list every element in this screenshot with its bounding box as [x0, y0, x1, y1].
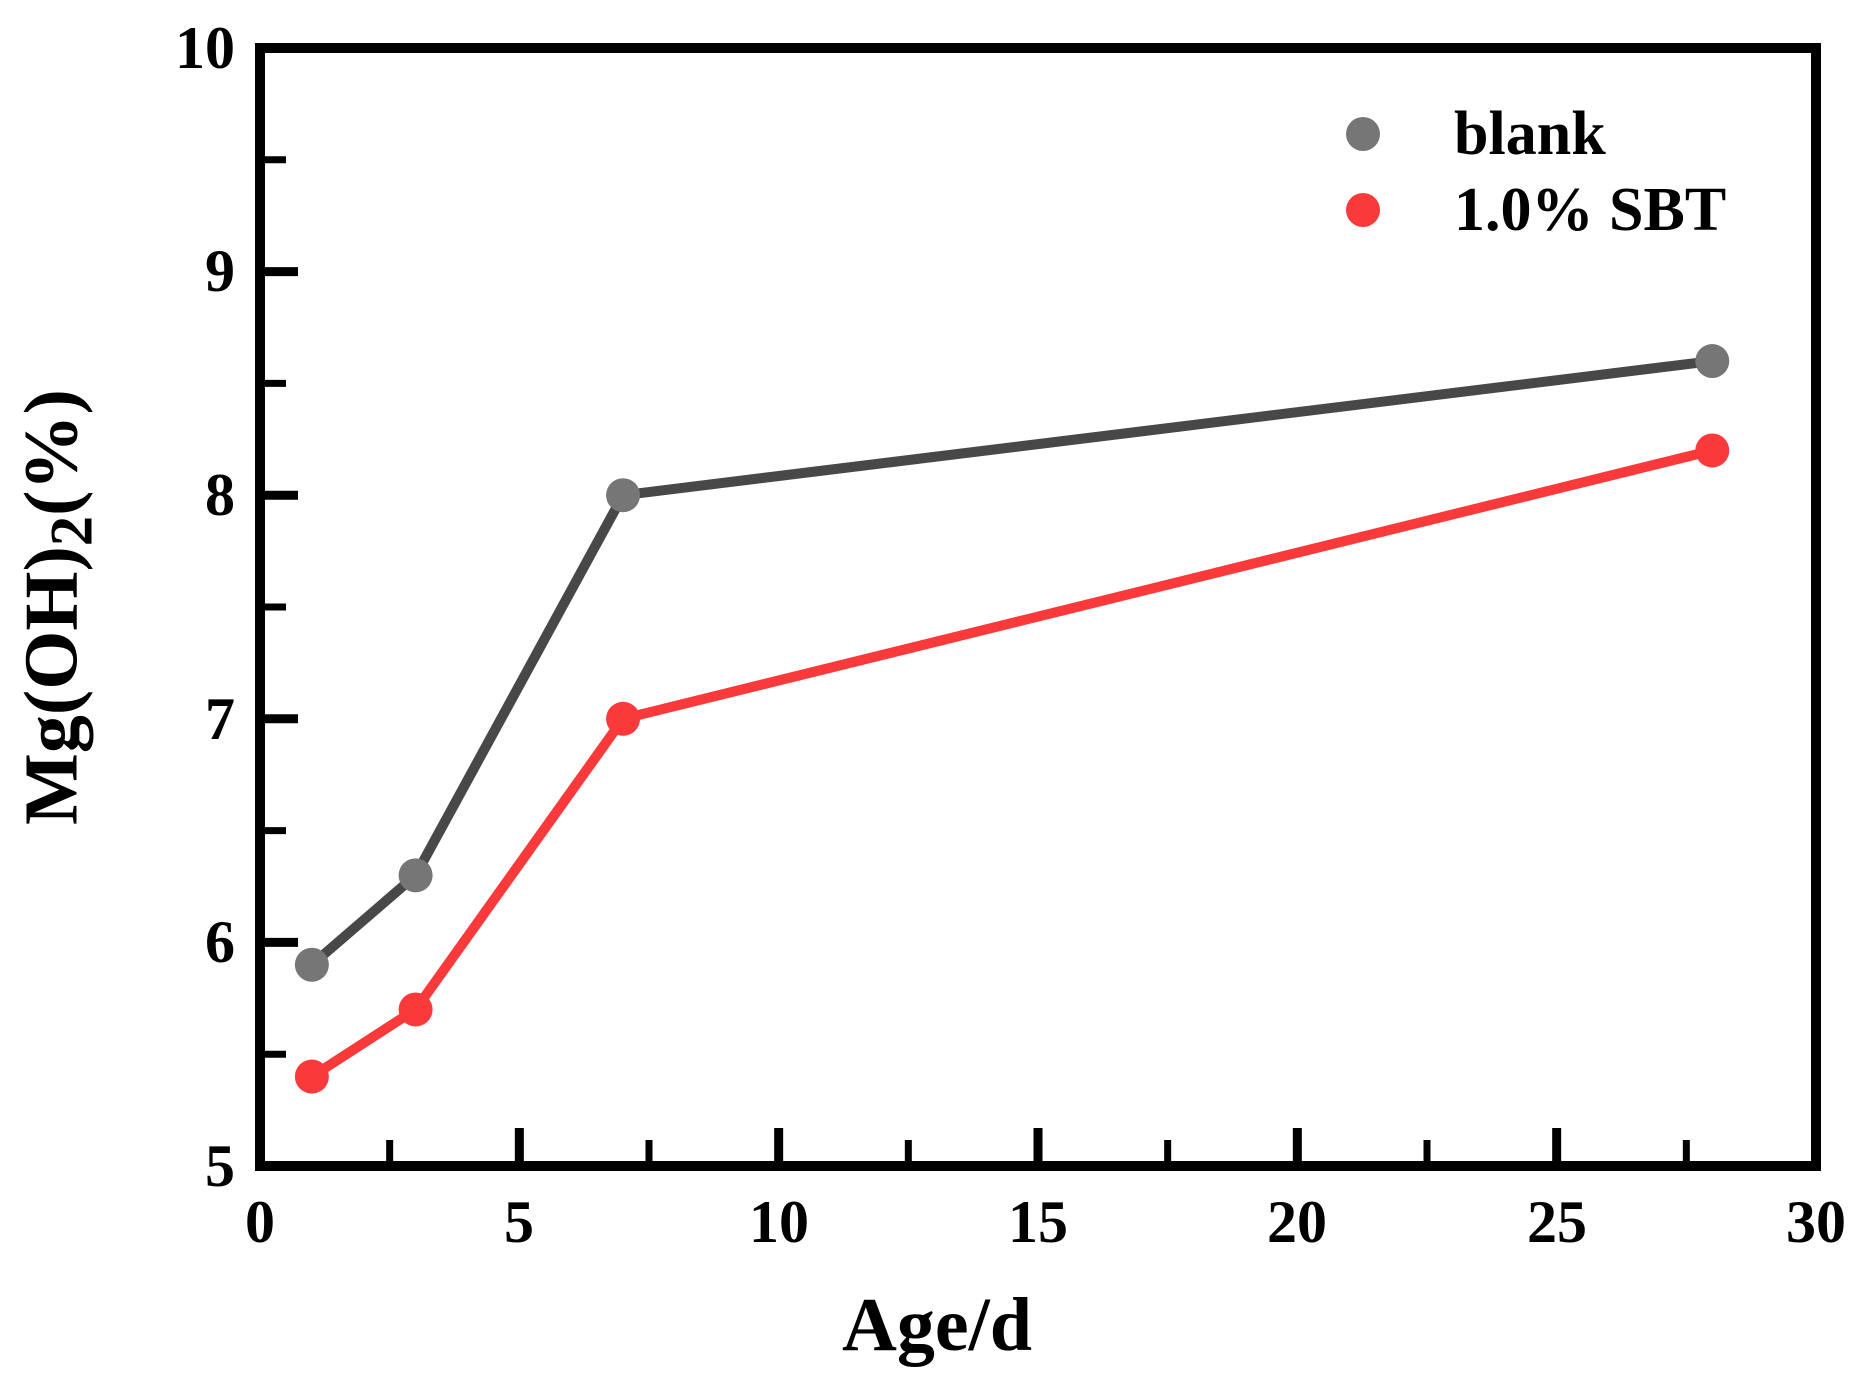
- legend-label: blank: [1454, 99, 1606, 168]
- data-point-marker: [294, 947, 329, 982]
- data-point-marker: [294, 1059, 329, 1094]
- data-point-marker: [398, 858, 433, 893]
- y-tick-label: 8: [205, 462, 235, 528]
- y-tick-label: 10: [175, 15, 235, 81]
- y-tick-label: 7: [205, 686, 235, 752]
- series-line-sbt: [306, 445, 1718, 1082]
- data-point-marker: [398, 992, 433, 1027]
- legend: blank 1.0% SBT: [1346, 96, 1726, 248]
- y-axis-title-unit: (%): [9, 389, 94, 516]
- x-tick-label: 15: [1008, 1189, 1068, 1255]
- legend-item-sbt: 1.0% SBT: [1346, 172, 1726, 248]
- x-tick-label: 10: [749, 1189, 809, 1255]
- x-axis-title: Age/d: [842, 1283, 1032, 1367]
- data-point-marker: [1695, 344, 1730, 379]
- x-tick-label: 25: [1527, 1189, 1587, 1255]
- legend-item-blank: blank: [1346, 96, 1726, 172]
- x-tick-label: 5: [504, 1189, 534, 1255]
- x-tick-label: 20: [1267, 1189, 1327, 1255]
- y-tick-label: 9: [205, 238, 235, 304]
- y-axis-title-main: Mg(OH): [9, 546, 94, 825]
- data-point-marker: [606, 701, 641, 736]
- data-point-marker: [606, 478, 641, 513]
- y-axis-title: Mg(OH)2(%): [9, 389, 106, 825]
- y-tick-label: 5: [205, 1133, 235, 1199]
- x-tick-label: 30: [1786, 1189, 1846, 1255]
- legend-marker-sbt-icon: [1346, 193, 1380, 227]
- series-line-blank: [306, 356, 1718, 970]
- x-tick-label: 0: [245, 1189, 275, 1255]
- y-tick-label: 6: [205, 909, 235, 975]
- y-axis-title-subscript: 2: [38, 515, 106, 547]
- data-point-marker: [1695, 433, 1730, 468]
- legend-marker-blank-icon: [1346, 117, 1380, 151]
- plot-frame: [255, 43, 1821, 1171]
- legend-label: 1.0% SBT: [1454, 175, 1727, 244]
